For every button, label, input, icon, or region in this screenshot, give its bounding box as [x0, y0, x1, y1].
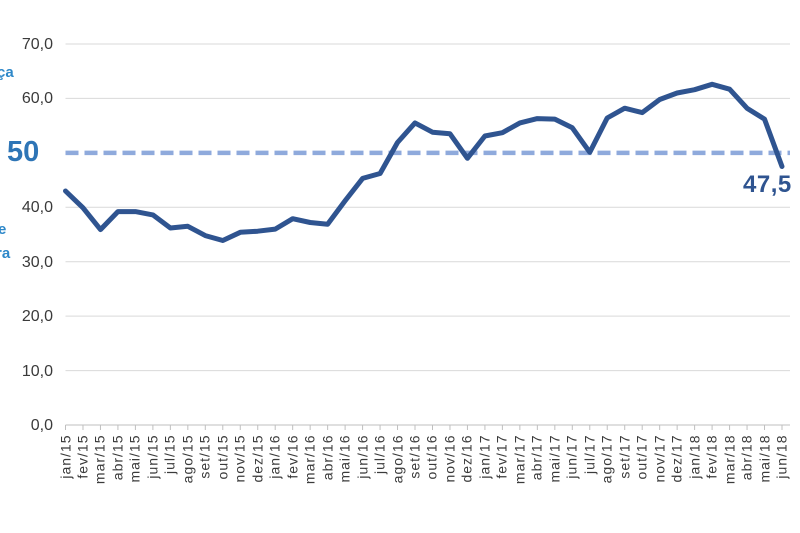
x-axis-tick-label: mar/18	[721, 434, 738, 485]
x-axis-tick-label: set/16	[406, 434, 423, 479]
x-axis-tick-label: dez/15	[249, 434, 266, 483]
x-axis-tick-label: abr/18	[738, 434, 755, 481]
x-axis-tick-label: nov/16	[441, 434, 458, 483]
x-axis-tick-label: jun/18	[773, 434, 790, 479]
y-axis-tick-label: 70,0	[21, 36, 53, 53]
x-axis-tick-label: set/15	[196, 434, 213, 479]
x-axis-tick-label: dez/16	[458, 434, 475, 483]
x-axis-tick-label: nov/17	[651, 434, 668, 483]
x-axis-tick-label: nov/15	[231, 434, 248, 483]
x-axis-tick-label: dez/17	[668, 434, 685, 483]
x-axis-tick-label: mar/17	[511, 434, 528, 485]
x-axis-tick-label: abr/15	[109, 434, 126, 481]
x-axis-tick-label: fev/17	[493, 434, 510, 479]
y-axis-tick-label: 20,0	[21, 308, 53, 326]
x-axis-tick-label: mai/18	[756, 434, 773, 483]
y-axis-tick-label: 10,0	[21, 362, 53, 380]
y-axis-tick-label: 0,0	[30, 417, 53, 434]
x-axis-tick-label: mai/16	[336, 434, 353, 483]
x-axis-tick-label: jul/16	[371, 434, 388, 474]
x-axis-tick-label: fev/15	[74, 434, 91, 479]
x-axis-tick-label: ago/17	[598, 434, 615, 484]
x-axis-tick-label: jul/15	[161, 434, 178, 474]
x-axis-tick-label: ago/15	[179, 434, 196, 484]
x-axis-tick-label: jan/16	[266, 434, 283, 479]
x-axis-tick-label: out/15	[214, 434, 231, 480]
x-axis-tick-label: set/17	[616, 434, 633, 479]
x-axis-tick-label: out/16	[423, 434, 440, 480]
x-axis-tick-label: jun/15	[144, 434, 161, 479]
clipped-left-text-fragment: e	[0, 221, 7, 238]
x-axis-tick-label: fev/16	[284, 434, 301, 479]
series-line	[63, 81, 785, 243]
x-axis-tick-label: abr/16	[319, 434, 336, 481]
last-point-data-label: 47,5	[743, 171, 792, 198]
x-axis-tick-label: jan/17	[476, 434, 493, 479]
x-axis-tick-label: out/17	[633, 434, 650, 480]
y-axis-tick-label: 60,0	[21, 90, 53, 108]
x-axis-tick-label: jan/18	[686, 434, 703, 479]
clipped-left-text-fragment: ça	[0, 64, 14, 81]
x-axis-tick-label: mar/15	[91, 434, 108, 485]
x-axis-tick-label: mar/16	[301, 434, 318, 485]
x-axis-tick-label: jun/17	[563, 434, 580, 479]
x-axis-tick-label: abr/17	[528, 434, 545, 481]
reference-line-label: 50	[7, 136, 40, 168]
x-axis-tick-label: jan/15	[57, 434, 73, 479]
x-axis-tick-label: jun/16	[354, 434, 371, 479]
x-axis-tick-label: mai/15	[126, 434, 143, 483]
x-axis-tick-label: ago/16	[389, 434, 406, 484]
y-axis-tick-label: 30,0	[21, 253, 53, 271]
y-axis-tick-label: 40,0	[21, 199, 53, 217]
x-axis-tick-label: fev/18	[703, 434, 720, 479]
x-axis-tick-label: mai/17	[546, 434, 563, 483]
clipped-left-text-fragment: ra	[0, 245, 11, 262]
x-axis-tick-label: jul/17	[581, 434, 598, 474]
